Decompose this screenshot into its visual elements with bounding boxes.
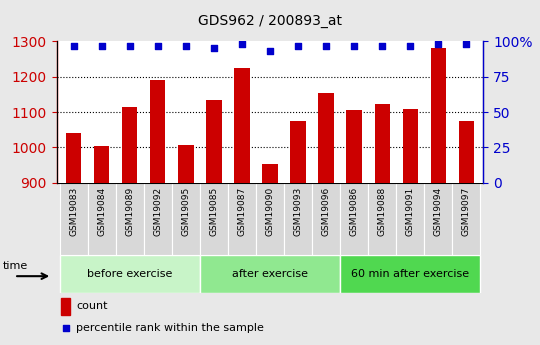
Bar <box>234 68 249 183</box>
Text: GSM19083: GSM19083 <box>69 187 78 236</box>
Point <box>406 43 415 48</box>
Text: GSM19084: GSM19084 <box>97 187 106 236</box>
Bar <box>122 107 137 183</box>
Bar <box>94 146 109 183</box>
Bar <box>347 110 362 183</box>
Bar <box>291 121 306 183</box>
Point <box>350 43 359 48</box>
FancyBboxPatch shape <box>59 183 87 255</box>
Bar <box>431 48 446 183</box>
Bar <box>178 145 193 183</box>
Point <box>97 43 106 48</box>
FancyBboxPatch shape <box>59 255 200 293</box>
FancyBboxPatch shape <box>368 183 396 255</box>
FancyBboxPatch shape <box>144 183 172 255</box>
Bar <box>206 100 221 183</box>
FancyBboxPatch shape <box>172 183 200 255</box>
Bar <box>61 298 70 315</box>
FancyBboxPatch shape <box>116 183 144 255</box>
Point <box>378 43 387 48</box>
Text: GSM19086: GSM19086 <box>350 187 359 236</box>
Point <box>294 43 302 48</box>
Point <box>125 43 134 48</box>
Text: count: count <box>76 301 107 311</box>
Text: time: time <box>3 261 28 271</box>
FancyBboxPatch shape <box>312 183 340 255</box>
FancyBboxPatch shape <box>424 183 453 255</box>
Point <box>210 46 218 51</box>
Point <box>434 41 443 47</box>
Bar <box>459 121 474 183</box>
Text: before exercise: before exercise <box>87 269 172 279</box>
Text: GSM19088: GSM19088 <box>378 187 387 236</box>
Text: GSM19089: GSM19089 <box>125 187 134 236</box>
Point <box>322 43 330 48</box>
Bar <box>403 109 418 183</box>
Point <box>462 41 471 47</box>
Text: after exercise: after exercise <box>232 269 308 279</box>
Point <box>69 43 78 48</box>
Point <box>153 43 162 48</box>
Text: percentile rank within the sample: percentile rank within the sample <box>76 323 264 333</box>
Bar <box>150 80 165 183</box>
Bar <box>262 165 278 183</box>
Bar <box>66 133 81 183</box>
Point <box>238 41 246 47</box>
FancyBboxPatch shape <box>87 183 116 255</box>
FancyBboxPatch shape <box>200 183 228 255</box>
Bar <box>375 104 390 183</box>
FancyBboxPatch shape <box>340 183 368 255</box>
Text: GSM19087: GSM19087 <box>238 187 246 236</box>
Point <box>181 43 190 48</box>
Text: GSM19091: GSM19091 <box>406 187 415 236</box>
Text: GSM19095: GSM19095 <box>181 187 190 236</box>
FancyBboxPatch shape <box>340 255 481 293</box>
Text: GSM19096: GSM19096 <box>322 187 330 236</box>
Text: 60 min after exercise: 60 min after exercise <box>351 269 469 279</box>
Bar <box>319 93 334 183</box>
Point <box>62 325 70 331</box>
FancyBboxPatch shape <box>256 183 284 255</box>
FancyBboxPatch shape <box>228 183 256 255</box>
Text: GDS962 / 200893_at: GDS962 / 200893_at <box>198 14 342 28</box>
Text: GSM19090: GSM19090 <box>266 187 274 236</box>
FancyBboxPatch shape <box>453 183 481 255</box>
Text: GSM19093: GSM19093 <box>294 187 302 236</box>
Point <box>266 49 274 54</box>
FancyBboxPatch shape <box>200 255 340 293</box>
FancyBboxPatch shape <box>284 183 312 255</box>
Text: GSM19085: GSM19085 <box>210 187 218 236</box>
Text: GSM19097: GSM19097 <box>462 187 471 236</box>
Text: GSM19092: GSM19092 <box>153 187 162 236</box>
Text: GSM19094: GSM19094 <box>434 187 443 236</box>
FancyBboxPatch shape <box>396 183 424 255</box>
